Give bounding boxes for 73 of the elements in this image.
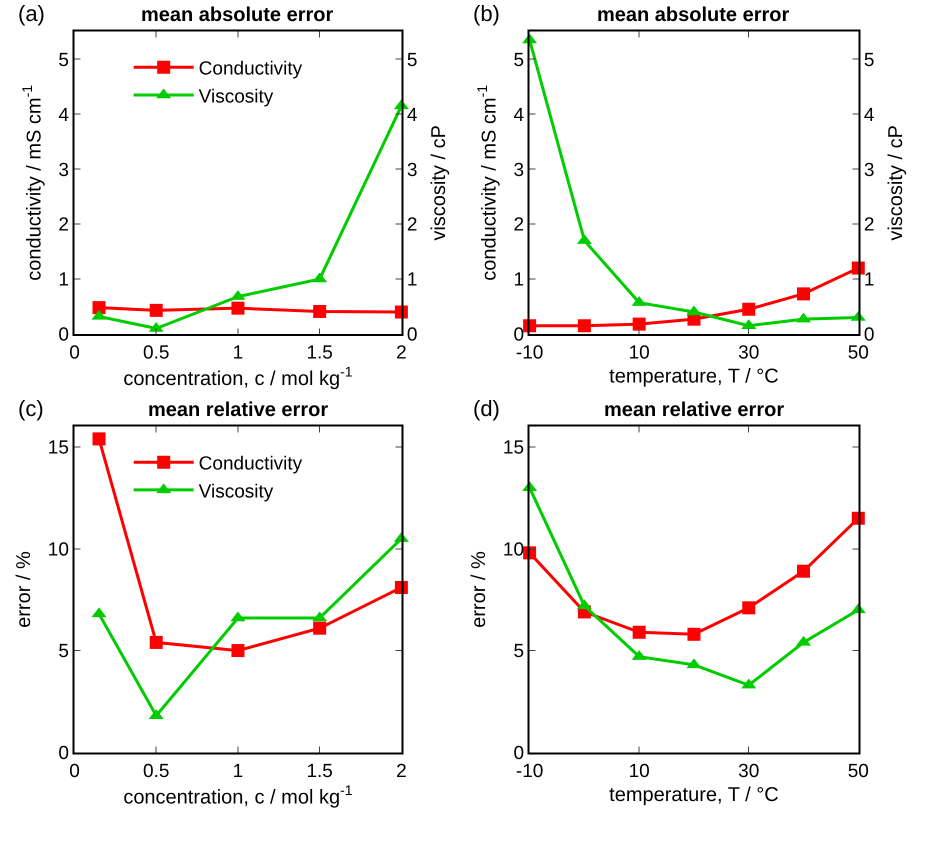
text: (d) xyxy=(473,396,500,421)
y2-tick-label: 3 xyxy=(406,160,418,181)
x-tick-label: 10 xyxy=(628,342,650,364)
point xyxy=(150,636,163,649)
point xyxy=(687,628,700,641)
y-tick-label: 3 xyxy=(58,160,69,181)
chart-title: mean absolute error xyxy=(597,4,790,26)
x-tick-label: 2 xyxy=(396,760,407,782)
y-tick-label: 0 xyxy=(58,324,69,346)
point xyxy=(92,432,106,446)
y2-tick-label: 2 xyxy=(406,214,418,236)
x-axis-title: concentration, c / mol kg$^{-1}$ xyxy=(123,364,353,390)
y2-tick-label: 1 xyxy=(864,270,874,291)
x-tick-label: 1 xyxy=(232,342,244,364)
x-axis-title: temperature, T / °C xyxy=(609,784,779,806)
point xyxy=(578,319,591,332)
y-tick-label: 5 xyxy=(513,641,524,662)
text: (a) xyxy=(18,1,45,26)
chart-title: mean relative error xyxy=(604,399,784,421)
x-tick-label: 50 xyxy=(848,760,869,782)
point xyxy=(632,626,646,639)
y-tick-label: 4 xyxy=(58,104,70,126)
y-axis-title: error / % xyxy=(12,550,35,628)
x-tick-label: 10 xyxy=(628,760,650,782)
legend-label: Viscosity xyxy=(198,86,274,108)
chart-title: mean absolute error xyxy=(141,4,334,26)
y2-tick-label: 1 xyxy=(406,270,418,291)
y2-tick-label: 4 xyxy=(406,104,418,126)
legend-label: Viscosity xyxy=(198,481,274,502)
chart-title: mean relative error xyxy=(148,399,328,421)
text: (c) xyxy=(18,396,44,421)
text: (b) xyxy=(473,1,500,26)
x-tick-label: 1.5 xyxy=(306,342,333,364)
y-tick-label: 0 xyxy=(58,742,69,764)
y-tick-label: 1 xyxy=(513,270,524,291)
y-tick-label: 3 xyxy=(513,160,524,181)
y2-axis-title: viscosity / cP xyxy=(884,125,907,241)
legend-label: Conductivity xyxy=(198,454,303,475)
y2-tick-label: 3 xyxy=(864,160,874,181)
y2-tick-label: 0 xyxy=(406,324,418,346)
legend-label: Conductivity xyxy=(198,58,303,80)
x-axis-title: temperature, T / °C xyxy=(609,366,779,388)
y-tick-label: 4 xyxy=(513,104,524,126)
point xyxy=(742,601,756,614)
point xyxy=(742,302,756,316)
point xyxy=(797,564,810,578)
y2-tick-label: 4 xyxy=(864,104,875,126)
y2-tick-label: 5 xyxy=(864,50,874,71)
point xyxy=(313,622,326,635)
y2-tick-label: 2 xyxy=(864,214,874,236)
y-tick-label: 5 xyxy=(58,641,69,662)
point xyxy=(231,644,244,658)
y2-tick-label: 5 xyxy=(406,50,418,71)
x-tick-label: 30 xyxy=(738,760,760,782)
y-tick-label: 2 xyxy=(58,214,69,236)
x-tick-label: 1 xyxy=(232,760,244,782)
x-axis-title: concentration, c / mol kg$^{-1}$ xyxy=(123,782,353,808)
y-tick-label: 5 xyxy=(513,50,524,71)
y-tick-label: 1 xyxy=(58,270,69,291)
y-tick-label: 10 xyxy=(48,539,69,560)
y-tick-label: 5 xyxy=(58,50,69,71)
x-tick-label: 1.5 xyxy=(306,760,333,782)
point xyxy=(632,318,646,331)
y-tick-label: 15 xyxy=(502,438,524,459)
y2-axis-title: viscosity / cP xyxy=(428,125,450,241)
y-tick-label: 15 xyxy=(48,438,69,459)
x-tick-label: 30 xyxy=(738,342,760,364)
y-axis-title: error / % xyxy=(468,550,490,628)
x-tick-label: 2 xyxy=(396,342,407,364)
x-tick-label: 0.5 xyxy=(143,342,170,364)
x-tick-label: 0.5 xyxy=(143,760,170,782)
point xyxy=(797,287,810,300)
y-tick-label: 2 xyxy=(513,214,524,236)
